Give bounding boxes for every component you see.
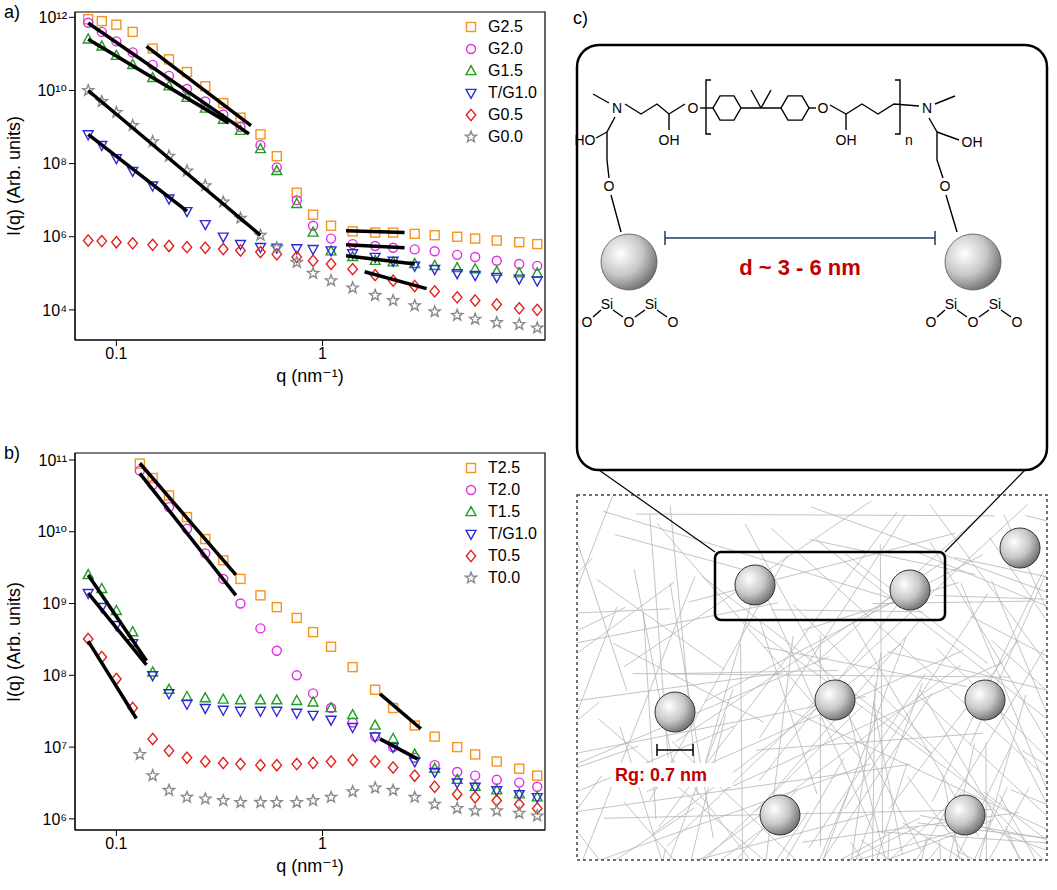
svg-text:OH: OH bbox=[659, 132, 680, 148]
html-text:G2.5: G2.5 bbox=[488, 18, 523, 35]
html-text:G2.0: G2.0 bbox=[488, 40, 523, 57]
html-text:I(q) (Arb. units): I(q) (Arb. units) bbox=[4, 116, 24, 236]
svg-text:Rg: 0.7 nm: Rg: 0.7 nm bbox=[615, 765, 707, 785]
svg-text:O: O bbox=[968, 314, 979, 330]
svg-text:1: 1 bbox=[318, 835, 327, 852]
svg-text:O: O bbox=[624, 314, 635, 330]
html-text:T0.5: T0.5 bbox=[488, 547, 521, 564]
svg-text:0.1: 0.1 bbox=[105, 835, 127, 852]
html-text:b): b) bbox=[4, 443, 20, 463]
svg-text:10⁴: 10⁴ bbox=[42, 302, 67, 319]
svg-text:OH: OH bbox=[836, 132, 857, 148]
html-text:T1.5: T1.5 bbox=[488, 503, 521, 520]
svg-text:OH: OH bbox=[962, 134, 983, 150]
svg-text:10⁸: 10⁸ bbox=[42, 155, 67, 172]
svg-text:Si: Si bbox=[945, 296, 957, 312]
html-text:q (nm⁻¹): q (nm⁻¹) bbox=[276, 856, 344, 876]
svg-text:10¹⁰: 10¹⁰ bbox=[37, 82, 67, 99]
svg-text:10⁷: 10⁷ bbox=[43, 739, 67, 756]
svg-text:n: n bbox=[905, 132, 913, 148]
svg-text:0.1: 0.1 bbox=[105, 345, 127, 362]
svg-text:10¹¹: 10¹¹ bbox=[39, 452, 67, 469]
svg-text:O: O bbox=[688, 100, 699, 116]
html-text:T/G1.0: T/G1.0 bbox=[488, 525, 537, 542]
svg-text:10⁶: 10⁶ bbox=[43, 228, 67, 245]
svg-text:1: 1 bbox=[318, 345, 327, 362]
svg-text:c): c) bbox=[573, 8, 588, 28]
svg-text:10⁶: 10⁶ bbox=[43, 811, 67, 828]
svg-text:Si: Si bbox=[989, 296, 1001, 312]
svg-text:O: O bbox=[926, 314, 937, 330]
html-text:T2.0: T2.0 bbox=[488, 481, 521, 498]
svg-text:O: O bbox=[940, 178, 951, 194]
html-text:T0.0: T0.0 bbox=[488, 569, 521, 586]
svg-text:Si: Si bbox=[601, 296, 613, 312]
svg-text:d ~ 3 - 6 nm: d ~ 3 - 6 nm bbox=[739, 255, 861, 280]
svg-text:O: O bbox=[1012, 314, 1023, 330]
svg-text:10¹²: 10¹² bbox=[39, 9, 68, 26]
svg-text:N: N bbox=[612, 100, 622, 116]
svg-text:O: O bbox=[818, 100, 829, 116]
html-text:T2.5: T2.5 bbox=[488, 459, 521, 476]
html-text:G0.0: G0.0 bbox=[488, 128, 523, 145]
html-text:I(q) (Arb. units): I(q) (Arb. units) bbox=[4, 581, 24, 702]
html-text:G1.5: G1.5 bbox=[488, 62, 523, 79]
svg-text:10⁸: 10⁸ bbox=[42, 667, 67, 684]
svg-text:N: N bbox=[922, 100, 932, 116]
html-text:G0.5: G0.5 bbox=[488, 106, 523, 123]
html-text:T/G1.0: T/G1.0 bbox=[488, 84, 537, 101]
svg-text:O: O bbox=[668, 314, 679, 330]
svg-text:10⁹: 10⁹ bbox=[42, 595, 67, 612]
html-text:a): a) bbox=[4, 2, 20, 22]
svg-text:HO: HO bbox=[575, 132, 596, 148]
svg-text:Si: Si bbox=[645, 296, 657, 312]
html-text:q (nm⁻¹): q (nm⁻¹) bbox=[276, 366, 344, 386]
svg-text:O: O bbox=[582, 314, 593, 330]
svg-text:10¹⁰: 10¹⁰ bbox=[37, 523, 67, 540]
svg-text:O: O bbox=[604, 178, 615, 194]
